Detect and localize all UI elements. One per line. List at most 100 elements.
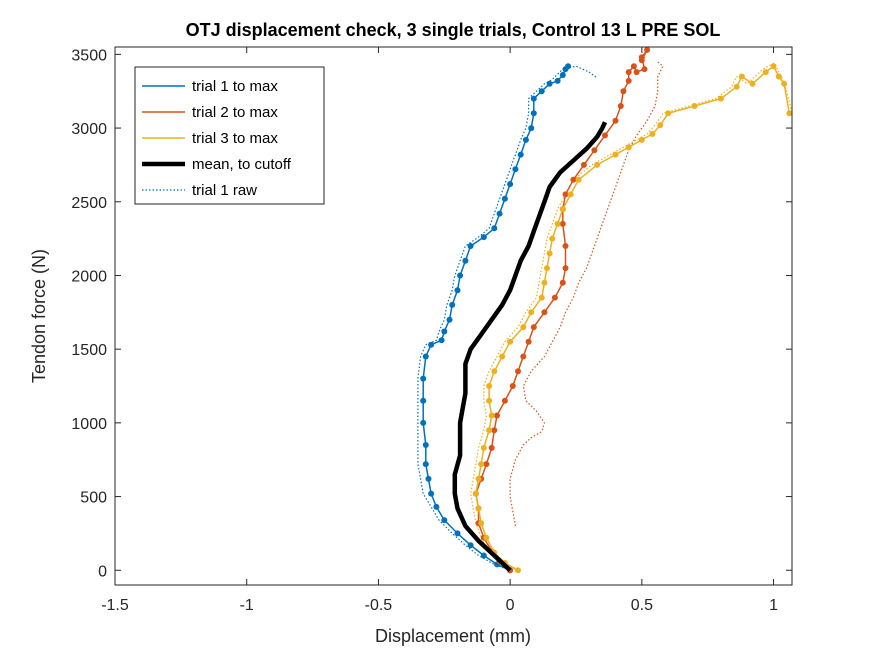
data-point-trial-1-to-max [425, 475, 432, 482]
data-point-trial-1-to-max [428, 341, 435, 348]
data-point-trial-1-to-max [501, 195, 508, 202]
data-point-trial-1-to-max [467, 542, 474, 549]
data-point-trial-1-to-max [428, 490, 435, 497]
data-point-trial-3-to-max [520, 324, 527, 331]
data-point-trial-1-to-max [449, 301, 456, 308]
y-axis: 0 500 1000 1500 2000 2500 3000 3500 [71, 47, 792, 580]
data-point-trial-2-to-max [602, 132, 608, 139]
data-point-trial-1-to-max [420, 397, 427, 404]
data-point-trial-3-to-max [691, 103, 698, 109]
data-point-trial-3-to-max [507, 338, 514, 345]
x-axis: -1.5 -1 -0.5 0 0.5 1 [101, 47, 778, 614]
series-line-trial-1-raw [417, 65, 598, 571]
data-point-trial-2-to-max [559, 279, 566, 286]
data-point-trial-3-to-max [638, 136, 645, 143]
data-point-trial-3-to-max [515, 567, 521, 574]
data-point-trial-3-to-max [733, 83, 740, 90]
data-point-trial-3-to-max [559, 206, 566, 213]
x-tick-label: 0 [506, 597, 515, 614]
axes-layer [114, 46, 793, 586]
data-point-trial-2-to-max [541, 309, 548, 316]
data-point-trial-3-to-max [491, 368, 498, 375]
data-point-trial-2-to-max [620, 88, 627, 95]
data-point-trial-3-to-max [544, 265, 550, 272]
data-point-trial-1-to-max [530, 110, 537, 117]
data-point-trial-1-to-max [420, 375, 427, 382]
data-point-trial-1-to-max [457, 272, 464, 279]
data-point-trial-2-to-max [630, 63, 637, 70]
data-point-trial-1-to-max [559, 72, 566, 78]
data-point-trial-1-to-max [433, 503, 440, 510]
data-point-trial-3-to-max [781, 80, 788, 87]
data-point-trial-3-to-max [770, 63, 777, 70]
data-point-trial-1-to-max [517, 151, 524, 158]
data-point-trial-1-to-max [507, 181, 514, 188]
data-point-trial-2-to-max [520, 353, 527, 360]
data-point-trial-1-to-max [454, 530, 461, 537]
data-point-trial-3-to-max [625, 144, 632, 151]
data-point-trial-2-to-max [570, 176, 577, 183]
data-point-trial-3-to-max [567, 191, 574, 198]
series-line-mean-to-cutoff [452, 121, 608, 572]
data-point-trial-2-to-max [488, 444, 495, 451]
chart-title: OTJ displacement check, 3 single trials,… [186, 20, 721, 40]
data-point-trial-3-to-max [786, 110, 793, 117]
series-line-trial-3-raw [470, 62, 793, 571]
x-tick-label: -0.5 [365, 597, 393, 614]
y-tick-label: 3000 [71, 121, 107, 138]
legend-label: trial 2 to max [192, 104, 278, 121]
data-point-trial-1-to-max [565, 63, 572, 70]
data-point-trial-3-to-max [549, 235, 556, 242]
data-point-trial-2-to-max [625, 77, 632, 84]
data-point-trial-1-to-max [422, 461, 429, 468]
x-tick-label: 0.5 [631, 597, 653, 614]
data-point-trial-3-to-max [472, 490, 479, 497]
data-point-trial-1-to-max [422, 442, 429, 448]
data-point-trial-3-to-max [475, 505, 482, 512]
data-point-trial-1-to-max [441, 328, 448, 335]
legend-label: trial 1 raw [192, 182, 257, 199]
data-point-trial-3-to-max [541, 279, 548, 286]
data-point-trial-1-to-max [554, 77, 561, 84]
data-point-trial-1-to-max [491, 225, 498, 232]
x-axis-label: Displacement (mm) [375, 626, 531, 646]
y-tick-label: 1500 [71, 342, 107, 359]
legend-label: mean, to cutoff [192, 156, 292, 173]
legend-label: trial 3 to max [192, 130, 278, 147]
data-point-trial-2-to-max [641, 66, 648, 73]
data-point-trial-1-to-max [530, 95, 537, 102]
data-point-trial-1-to-max [496, 210, 503, 217]
data-point-trial-2-to-max [483, 461, 490, 468]
data-point-trial-2-to-max [515, 368, 521, 375]
data-point-trial-3-to-max [594, 161, 601, 168]
data-point-trial-2-to-max [491, 427, 498, 434]
series-layer [417, 46, 793, 574]
data-point-trial-3-to-max [649, 131, 656, 137]
data-point-trial-1-to-max [467, 243, 474, 249]
data-point-trial-2-to-max [551, 294, 558, 301]
legend: trial 1 to max trial 2 to max trial 3 to m… [134, 66, 325, 205]
x-tick-label: -1 [240, 597, 254, 614]
data-point-trial-2-to-max [501, 397, 508, 404]
data-point-trial-3-to-max [475, 475, 482, 482]
series-line-trial-2-raw [509, 61, 664, 527]
data-point-trial-3-to-max [483, 534, 490, 541]
data-point-trial-3-to-max [554, 220, 561, 227]
y-tick-label: 1000 [71, 416, 107, 433]
legend-label: trial 1 to max [192, 78, 278, 95]
data-point-trial-1-to-max [546, 80, 553, 87]
data-point-trial-1-to-max [528, 125, 535, 132]
data-point-trial-1-to-max [446, 316, 453, 323]
data-point-trial-2-to-max [559, 220, 566, 227]
data-point-trial-1-to-max [538, 88, 545, 95]
data-point-trial-2-to-max [591, 147, 598, 154]
y-tick-label: 500 [80, 490, 107, 507]
data-point-trial-3-to-max [486, 383, 493, 389]
data-point-trial-1-to-max [422, 353, 429, 360]
data-point-trial-2-to-max [638, 57, 645, 64]
x-tick-label: -1.5 [101, 597, 129, 614]
data-point-trial-1-to-max [420, 419, 427, 426]
data-point-trial-2-to-max [633, 69, 640, 76]
data-point-trial-1-to-max [462, 257, 469, 264]
data-point-trial-2-to-max [530, 324, 537, 331]
